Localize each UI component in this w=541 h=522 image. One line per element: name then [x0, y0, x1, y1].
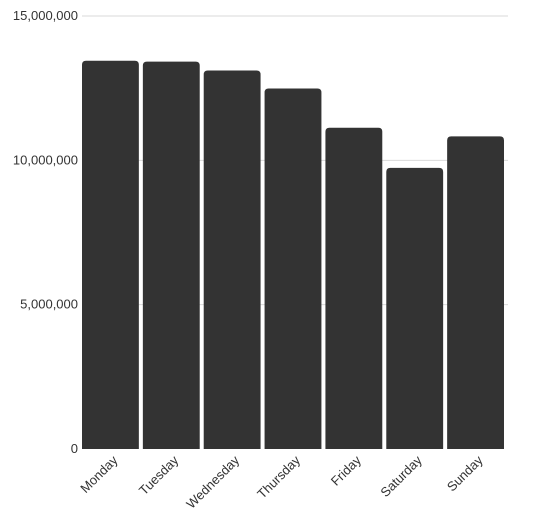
bar-wednesday	[204, 71, 261, 449]
x-tick-label-monday: Monday	[77, 452, 121, 496]
x-tick-label-sunday: Sunday	[444, 452, 486, 494]
x-tick-label-saturday: Saturday	[377, 452, 425, 500]
y-tick-label: 10,000,000	[13, 152, 78, 167]
x-tick-label-friday: Friday	[328, 452, 364, 488]
y-tick-label: 5,000,000	[20, 297, 78, 312]
x-tick-label-wednesday: Wednesday	[183, 452, 242, 511]
bars	[82, 61, 504, 449]
bar-tuesday	[143, 62, 200, 449]
bar-friday	[325, 128, 382, 449]
y-tick-label: 0	[71, 441, 78, 456]
bar-sunday	[447, 136, 504, 449]
bar-saturday	[386, 168, 443, 449]
x-tick-label-thursday: Thursday	[254, 452, 303, 501]
y-axis-ticks: 0 5,000,000 10,000,000 15,000,000	[13, 8, 78, 456]
y-tick-label: 15,000,000	[13, 8, 78, 23]
x-axis-labels: Monday Tuesday Wednesday Thursday Friday Satu…	[77, 452, 486, 511]
bar-monday	[82, 61, 139, 449]
bar-thursday	[265, 88, 322, 449]
x-tick-label-tuesday: Tuesday	[136, 452, 182, 498]
